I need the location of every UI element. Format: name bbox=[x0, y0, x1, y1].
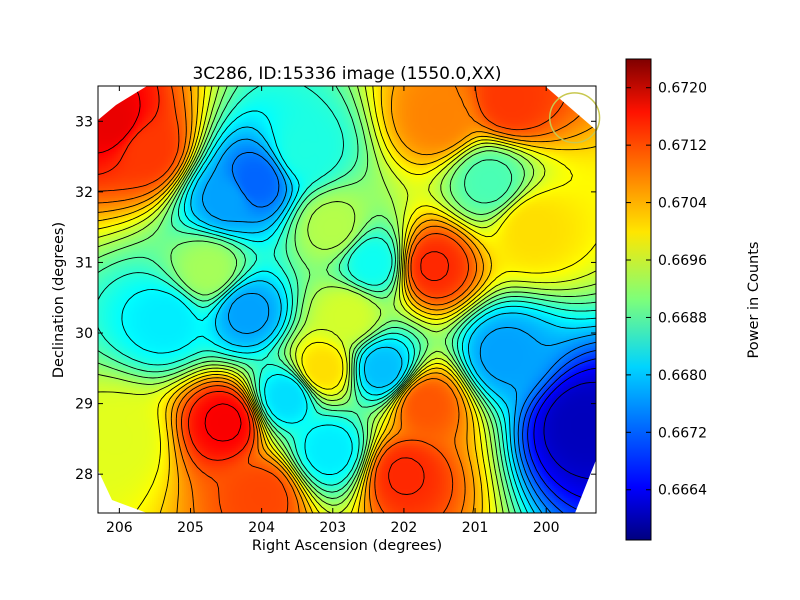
contour-level-12 bbox=[98, 86, 596, 513]
plot-frame bbox=[97, 85, 597, 514]
contour-level-3 bbox=[533, 367, 596, 502]
x-tick-label: 205 bbox=[177, 520, 204, 536]
contour-level-7 bbox=[202, 138, 596, 513]
colorbar-tick-label: 0.6664 bbox=[658, 483, 707, 499]
source-marker-circle bbox=[549, 92, 601, 144]
colorbar-gradient bbox=[625, 58, 652, 541]
colorbar-tick-label: 0.6688 bbox=[658, 310, 707, 326]
colorbar-tick-label: 0.6672 bbox=[658, 425, 707, 441]
y-tick-label: 29 bbox=[75, 397, 93, 413]
contour-level-2 bbox=[543, 381, 596, 480]
heatmap-image bbox=[98, 86, 596, 513]
y-tick-label: 32 bbox=[75, 185, 93, 201]
chart-title: 3C286, ID:15336 image (1550.0,XX) bbox=[192, 64, 501, 84]
contour-level-13 bbox=[98, 86, 596, 513]
x-tick-label: 200 bbox=[533, 520, 560, 536]
colorbar-label: Power in Counts bbox=[746, 242, 762, 359]
y-axis-ticks: 28 29 30 31 32 33 bbox=[75, 114, 596, 483]
contour-level-11 bbox=[98, 86, 596, 513]
plot-area: 206 205 204 203 202 201 200 28 29 30 31 32 33 bbox=[75, 85, 601, 536]
colorbar-tick-label: 0.6720 bbox=[658, 81, 707, 97]
contour-level-15 bbox=[98, 86, 596, 513]
contour-level-14 bbox=[98, 86, 596, 513]
contour-level-6 bbox=[231, 151, 596, 513]
contour-level-9 bbox=[121, 110, 596, 513]
y-tick-label: 30 bbox=[75, 326, 93, 342]
x-axis-ticks: 206 205 204 203 202 201 200 bbox=[106, 86, 560, 536]
colorbar-tick-label: 0.6704 bbox=[658, 196, 707, 212]
colorbar-ticks: 0.6664 0.6672 0.6680 0.6688 0.6696 0.6704 0.67… bbox=[626, 81, 707, 499]
contour-level-18 bbox=[98, 86, 596, 513]
x-tick-label: 202 bbox=[391, 520, 418, 536]
contour-level-20 bbox=[98, 86, 449, 495]
x-tick-label: 204 bbox=[248, 520, 275, 536]
y-tick-label: 33 bbox=[75, 114, 93, 130]
y-axis-label: Declination (degrees) bbox=[51, 222, 67, 378]
x-tick-label: 201 bbox=[462, 520, 489, 536]
y-tick-label: 28 bbox=[75, 467, 93, 483]
colorbar-tick-label: 0.6696 bbox=[658, 253, 707, 269]
contour-level-4 bbox=[527, 358, 596, 513]
y-tick-label: 31 bbox=[75, 255, 93, 271]
contour-level-19 bbox=[98, 86, 569, 513]
colorbar-tick-label: 0.6712 bbox=[658, 138, 707, 154]
x-tick-label: 206 bbox=[106, 520, 133, 536]
contour-level-10 bbox=[98, 86, 596, 513]
contour-level-5 bbox=[522, 349, 596, 513]
contour-level-8 bbox=[190, 126, 596, 513]
colorbar: 0.6664 0.6672 0.6680 0.6688 0.6696 0.6704 0.67… bbox=[625, 58, 762, 541]
x-axis-label: Right Ascension (degrees) bbox=[252, 538, 442, 554]
x-tick-label: 203 bbox=[319, 520, 346, 536]
colorbar-tick-label: 0.6680 bbox=[658, 368, 707, 384]
contour-level-16 bbox=[98, 86, 596, 513]
